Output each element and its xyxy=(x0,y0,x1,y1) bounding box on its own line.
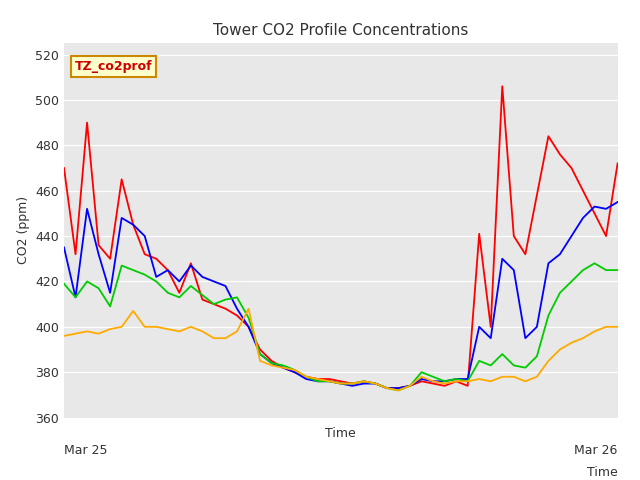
Text: Mar 26: Mar 26 xyxy=(574,444,618,457)
Text: Mar 25: Mar 25 xyxy=(64,444,108,457)
Text: TZ_co2prof: TZ_co2prof xyxy=(75,60,153,73)
Y-axis label: CO2 (ppm): CO2 (ppm) xyxy=(17,196,29,264)
Text: Time: Time xyxy=(587,466,618,479)
Title: Tower CO2 Profile Concentrations: Tower CO2 Profile Concentrations xyxy=(213,23,468,38)
X-axis label: Time: Time xyxy=(325,427,356,440)
